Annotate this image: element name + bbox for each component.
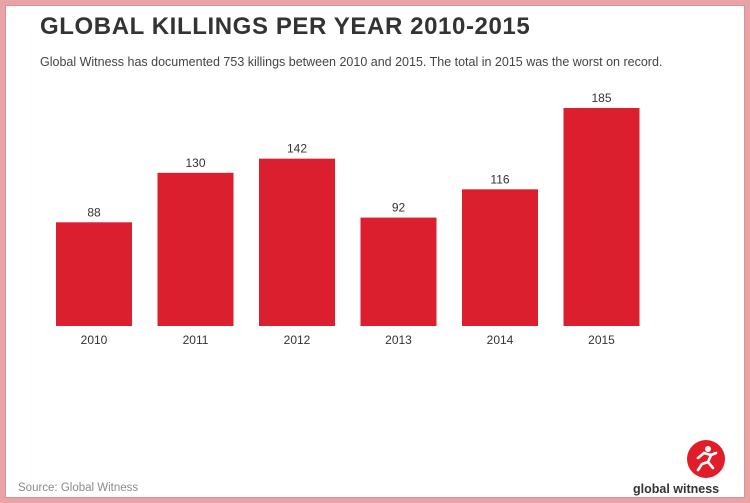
bar-2015 — [563, 108, 640, 326]
source-note: Source: Global Witness — [18, 482, 139, 494]
value-label-2015: 185 — [591, 91, 611, 105]
value-label-2012: 142 — [287, 142, 307, 156]
chart-card: GLOBAL KILLINGS PER YEAR 2010-2015 Globa… — [5, 5, 745, 498]
category-label-2010: 2010 — [81, 333, 108, 347]
bar-2011 — [157, 172, 234, 326]
category-label-2011: 2011 — [183, 333, 209, 347]
bar-2014 — [462, 189, 538, 326]
category-label-2015: 2015 — [588, 333, 615, 347]
bar-2012 — [259, 158, 335, 326]
global-witness-logo-icon — [687, 440, 725, 478]
category-label-2014: 2014 — [487, 333, 514, 347]
category-label-2013: 2013 — [385, 333, 412, 347]
value-label-2013: 92 — [392, 201, 406, 215]
value-label-2010: 88 — [87, 205, 101, 219]
bar-2010 — [56, 222, 132, 326]
chart-subtitle: Global Witness has documented 753 killin… — [40, 55, 663, 69]
bar-2013 — [360, 217, 437, 326]
category-label-2012: 2012 — [284, 333, 311, 347]
value-label-2014: 116 — [490, 172, 509, 186]
brand-name: global witness — [633, 482, 720, 496]
value-label-2011: 130 — [185, 156, 205, 170]
chart-title: GLOBAL KILLINGS PER YEAR 2010-2015 — [40, 13, 531, 40]
bar-chart: 88 2010 130 2011 142 2012 92 2013 116 2014 185 2015 — [56, 91, 640, 347]
